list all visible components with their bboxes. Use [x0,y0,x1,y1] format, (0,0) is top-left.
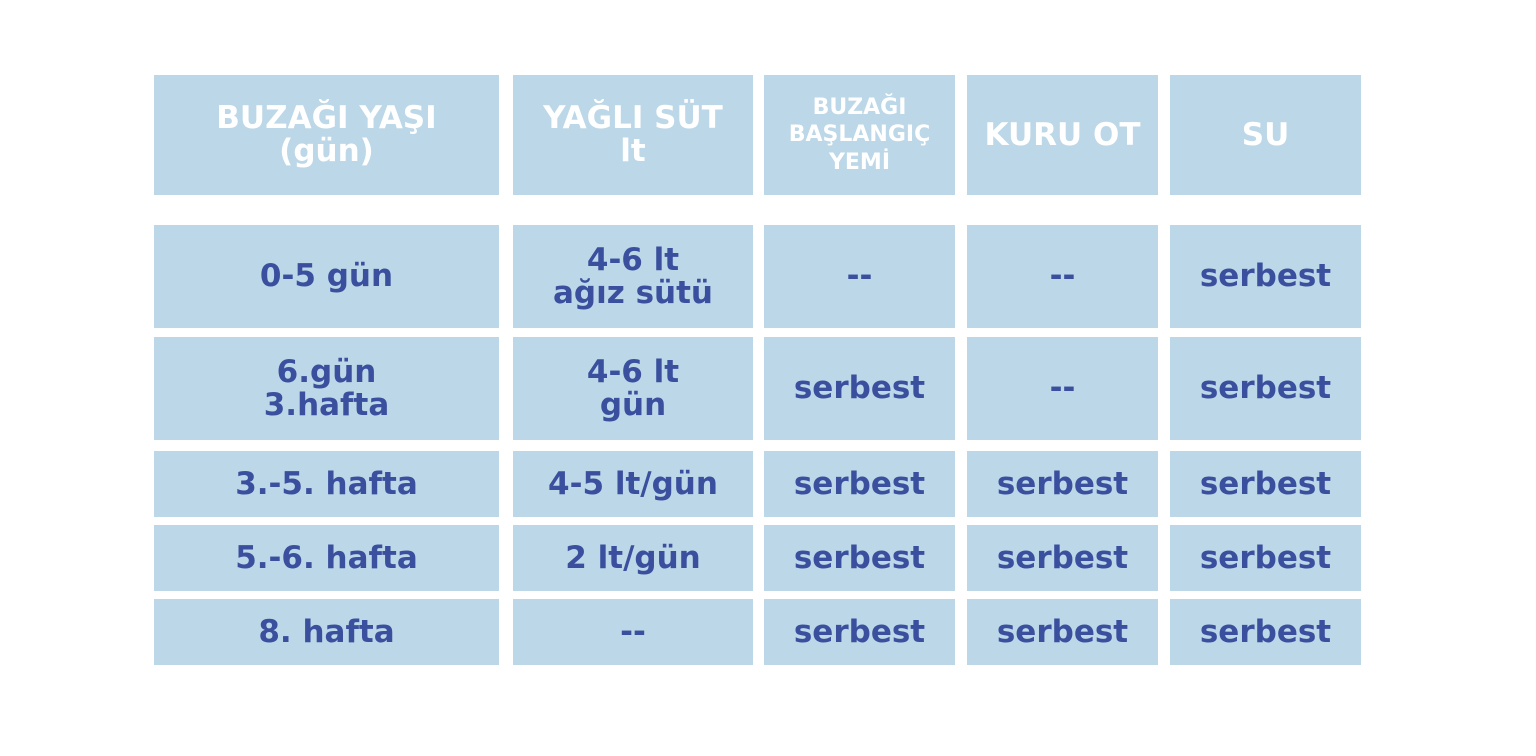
cell-text: (gün) [279,133,374,169]
cell-text: YAĞLI SÜT [543,100,723,137]
table-cell: serbest [764,451,955,517]
cell-text: 3.-5. hafta [235,465,418,502]
table-cell: 4-6 lt gün [513,337,753,440]
cell-text: 4-5 lt/gün [548,465,718,502]
cell-text: serbest [1199,539,1332,576]
table-cell: serbest [764,337,955,440]
cell-text: -- [620,613,646,650]
table-cell: 8. hafta [154,599,499,665]
table-cell: serbest [1170,225,1361,328]
cell-text: 4-6 lt [586,241,680,278]
table-cell: serbest [1170,337,1361,440]
table-cell: 4-5 lt/gün [513,451,753,517]
cell-text: serbest [996,613,1129,650]
cell-text: BUZAĞI YAŞI [216,100,437,137]
cell-text: 6.gün [276,353,377,390]
cell-text: serbest [1199,258,1332,295]
cell-text: serbest [1199,465,1332,502]
cell-text: 0-5 gün [259,258,394,295]
table-cell: 2 lt/gün [513,525,753,591]
cell-text: BUZAĞI [812,94,907,120]
cell-text: serbest [793,465,926,502]
cell-text: gün [599,386,667,423]
cell-text: serbest [793,613,926,650]
header-cell: KURU OT [967,75,1158,195]
cell-text: KURU OT [984,116,1141,153]
cell-text: ağız sütü [553,274,713,311]
table-cell: -- [967,225,1158,328]
cell-text: serbest [793,370,926,407]
table-cell: 6.gün 3.hafta [154,337,499,440]
cell-text: serbest [996,465,1129,502]
table-cell: 0-5 gün [154,225,499,328]
cell-text: -- [1049,258,1076,295]
table-cell: -- [967,337,1158,440]
table-cell: serbest [1170,599,1361,665]
header-cell: SU [1170,75,1361,195]
table-cell: 4-6 lt ağız sütü [513,225,753,328]
table-cell: -- [513,599,753,665]
cell-text: 8. hafta [258,613,395,650]
cell-text: 2 lt/gün [565,539,701,576]
table-cell: serbest [967,451,1158,517]
table-cell: serbest [764,599,955,665]
table-cell: serbest [967,599,1158,665]
cell-text: SU [1241,116,1290,153]
table-cell: serbest [764,525,955,591]
table-cell: serbest [1170,525,1361,591]
cell-text: YEMİ [828,149,891,175]
table-cell: 3.-5. hafta [154,451,499,517]
cell-text: 3.hafta [263,386,390,423]
cell-text: lt [620,133,646,169]
table-cell: serbest [1170,451,1361,517]
cell-text: serbest [996,539,1129,576]
cell-text: -- [1049,370,1076,407]
cell-text: serbest [1199,370,1332,407]
cell-text: 5.-6. hafta [235,539,418,576]
header-cell: BUZAĞI YAŞI (gün) [154,75,499,195]
table-cell: 5.-6. hafta [154,525,499,591]
table-cell: serbest [967,525,1158,591]
cell-text: -- [846,258,873,295]
table-cell: -- [764,225,955,328]
cell-text: serbest [1199,613,1332,650]
header-cell: YAĞLI SÜT lt [513,75,753,195]
cell-text: serbest [793,539,926,576]
cell-text: BAŞLANGIÇ [788,122,931,148]
cell-text: 4-6 lt [586,353,680,390]
header-cell: BUZAĞI BAŞLANGIÇ YEMİ [764,75,955,195]
